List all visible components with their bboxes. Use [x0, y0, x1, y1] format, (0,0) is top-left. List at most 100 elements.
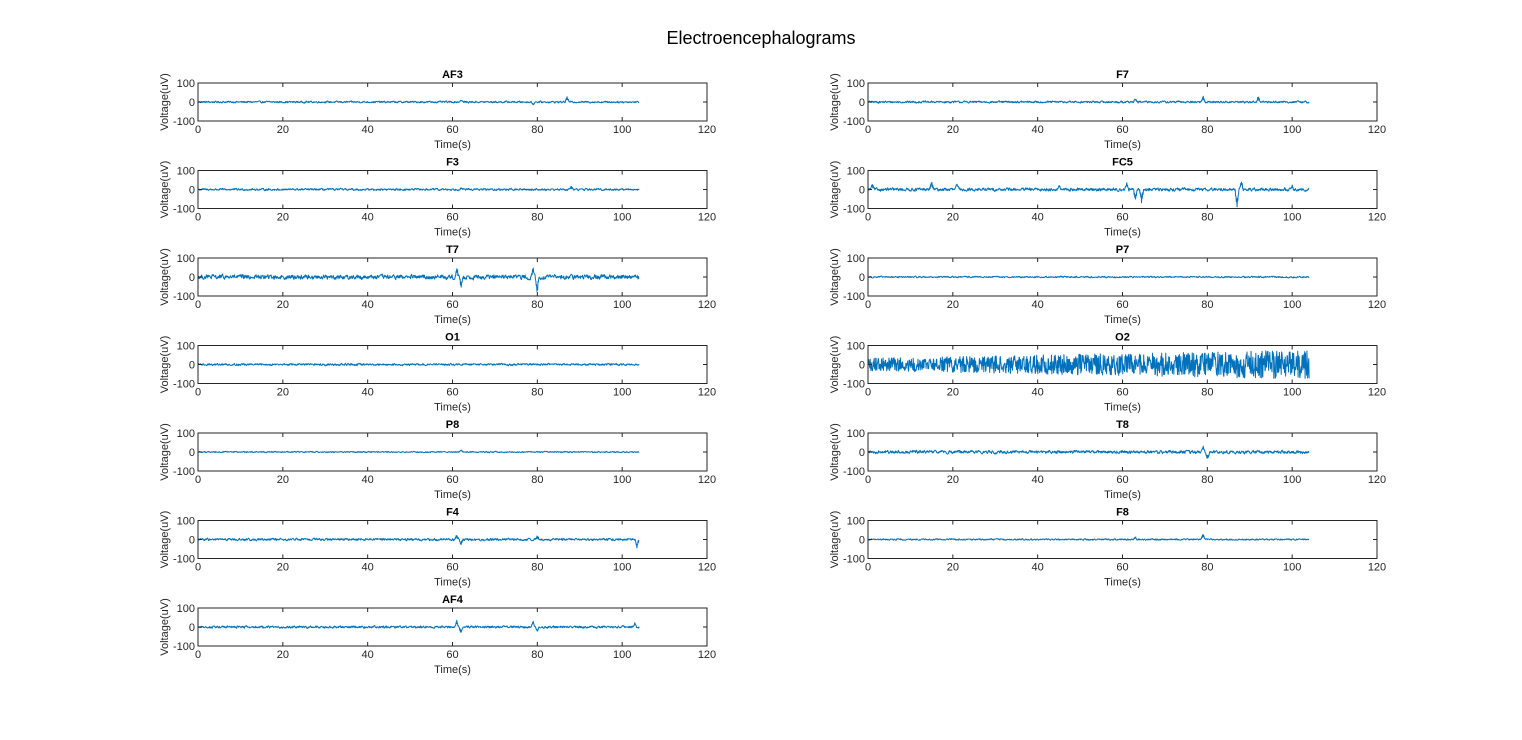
x-tick-label: 0	[865, 562, 871, 574]
y-tick-label: -100	[173, 379, 195, 391]
signal-trace-f7	[867, 95, 1310, 104]
x-tick-label: 80	[1201, 124, 1213, 136]
x-tick-label: 40	[1032, 387, 1044, 399]
y-axis-label: Voltage(uV)	[159, 73, 171, 130]
x-tick-label: 80	[1201, 562, 1213, 574]
x-tick-label: 120	[1368, 387, 1386, 399]
y-axis-label: Voltage(uV)	[159, 423, 171, 480]
x-tick-label: 80	[1201, 299, 1213, 311]
subplot-title: P8	[446, 419, 459, 431]
y-axis-label: Voltage(uV)	[829, 511, 841, 568]
x-tick-label: 40	[1032, 212, 1044, 224]
y-tick-label: -100	[843, 466, 865, 478]
x-tick-label: 40	[362, 212, 374, 224]
x-axis-label: Time(s)	[1104, 227, 1141, 239]
x-tick-label: 60	[1116, 387, 1128, 399]
x-tick-label: 120	[698, 299, 716, 311]
x-axis-label: Time(s)	[1104, 489, 1141, 501]
y-tick-label: 0	[189, 535, 195, 547]
signal-trace-p8	[197, 449, 640, 454]
figure-title: Electroencephalograms	[666, 28, 855, 48]
subplot-p7: 0 20 40 60 80 100 120-1000100P7Time(s)Voltage(…	[829, 244, 1386, 326]
x-tick-label: 80	[531, 474, 543, 486]
x-axis-label: Time(s)	[1104, 577, 1141, 589]
y-tick-label: 100	[847, 341, 865, 353]
x-tick-label: 80	[531, 212, 543, 224]
x-tick-label: 20	[277, 474, 289, 486]
subplot-title: T7	[446, 244, 459, 256]
x-tick-label: 0	[195, 387, 201, 399]
y-axis-label: Voltage(uV)	[159, 248, 171, 305]
x-axis-label: Time(s)	[1104, 314, 1141, 326]
x-tick-label: 80	[531, 124, 543, 136]
y-axis-label: Voltage(uV)	[829, 161, 841, 218]
x-tick-label: 40	[362, 562, 374, 574]
signal-trace-af4	[197, 619, 640, 633]
x-tick-label: 100	[613, 299, 631, 311]
x-tick-label: 80	[1201, 387, 1213, 399]
signal-trace-fc5	[867, 181, 1310, 208]
x-tick-label: 60	[1116, 124, 1128, 136]
y-tick-label: 100	[177, 253, 195, 265]
signal-trace-p7	[867, 275, 1310, 279]
y-tick-label: -100	[173, 204, 195, 216]
x-tick-label: 120	[1368, 212, 1386, 224]
x-tick-label: 120	[698, 212, 716, 224]
x-tick-label: 100	[613, 212, 631, 224]
y-tick-label: 0	[189, 272, 195, 284]
x-tick-label: 60	[1116, 212, 1128, 224]
x-tick-label: 0	[865, 212, 871, 224]
y-tick-label: 0	[189, 97, 195, 109]
y-tick-label: 0	[859, 447, 865, 459]
x-axis-label: Time(s)	[434, 402, 471, 414]
x-tick-label: 100	[1283, 387, 1301, 399]
y-tick-label: -100	[173, 641, 195, 653]
x-tick-label: 20	[277, 124, 289, 136]
x-tick-label: 100	[613, 124, 631, 136]
y-tick-label: -100	[843, 291, 865, 303]
signal-trace-f4	[197, 535, 640, 549]
x-tick-label: 80	[531, 649, 543, 661]
subplot-title: F8	[1116, 507, 1129, 519]
x-tick-label: 20	[277, 387, 289, 399]
signal-trace-t8	[867, 445, 1310, 459]
x-tick-label: 0	[865, 474, 871, 486]
y-tick-label: 100	[847, 253, 865, 265]
y-axis-label: Voltage(uV)	[159, 161, 171, 218]
signal-trace-t7	[197, 267, 640, 292]
x-tick-label: 120	[698, 562, 716, 574]
x-tick-label: 0	[865, 299, 871, 311]
x-tick-label: 60	[446, 124, 458, 136]
x-tick-label: 0	[865, 124, 871, 136]
x-tick-label: 100	[613, 474, 631, 486]
y-tick-label: 0	[859, 97, 865, 109]
x-tick-label: 80	[1201, 212, 1213, 224]
subplot-t8: 0 20 40 60 80 100 120-1000100T8Time(s)Voltage(…	[829, 419, 1386, 501]
x-tick-label: 120	[1368, 562, 1386, 574]
x-tick-label: 0	[195, 212, 201, 224]
x-tick-label: 20	[947, 387, 959, 399]
y-axis-label: Voltage(uV)	[159, 511, 171, 568]
y-tick-label: -100	[173, 291, 195, 303]
x-tick-label: 40	[1032, 124, 1044, 136]
subplot-title: F4	[446, 507, 460, 519]
y-tick-label: 0	[189, 447, 195, 459]
x-tick-label: 100	[1283, 474, 1301, 486]
y-tick-label: -100	[843, 554, 865, 566]
x-tick-label: 0	[195, 299, 201, 311]
subplot-title: T8	[1116, 419, 1129, 431]
x-tick-label: 20	[947, 474, 959, 486]
x-tick-label: 80	[531, 387, 543, 399]
y-tick-label: 0	[189, 622, 195, 634]
x-axis-label: Time(s)	[434, 664, 471, 676]
x-tick-label: 40	[1032, 299, 1044, 311]
x-tick-label: 60	[1116, 299, 1128, 311]
subplot-af3: 0 20 40 60 80 100 120-1000100AF3Time(s)Voltage…	[159, 69, 716, 151]
x-tick-label: 120	[1368, 474, 1386, 486]
subplot-title: F7	[1116, 69, 1129, 81]
y-tick-label: 100	[177, 341, 195, 353]
subplot-title: AF4	[442, 594, 464, 606]
subplot-title: FC5	[1112, 157, 1133, 169]
x-tick-label: 120	[698, 124, 716, 136]
